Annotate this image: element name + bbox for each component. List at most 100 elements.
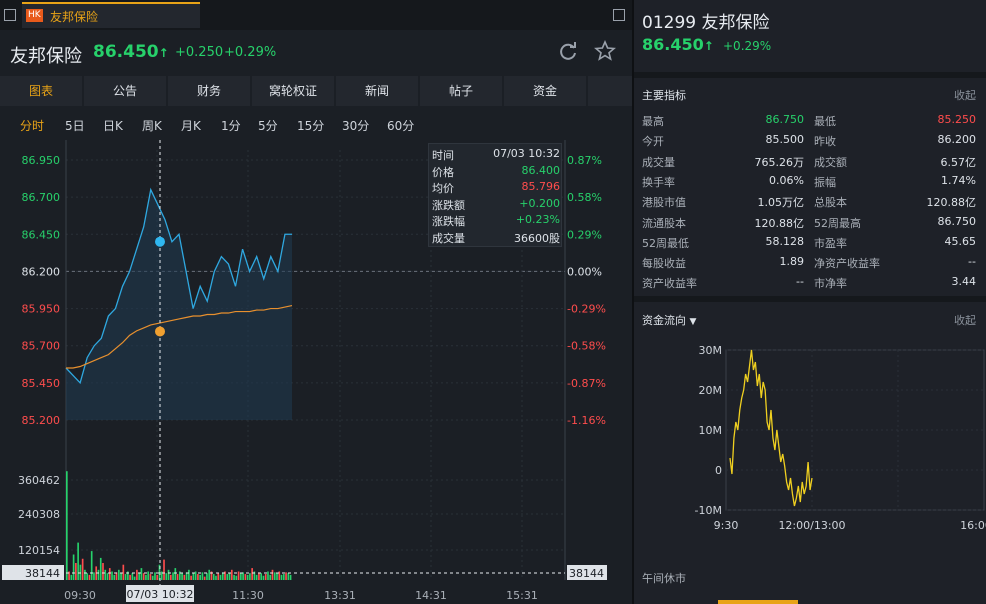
hk-badge: HK <box>26 9 43 22</box>
tooltip-row: 涨跌幅 +0.23% <box>432 213 560 229</box>
indicator-label: 市净率 <box>814 277 847 291</box>
price-tick-label: 86.450 <box>22 228 61 241</box>
indicator-value: -- <box>968 255 976 269</box>
fund-flow-title[interactable]: 资金流向 ▼ <box>642 312 696 328</box>
maximize-icon[interactable] <box>613 9 625 21</box>
fund-flow-collapse-button[interactable]: 收起 <box>954 314 976 327</box>
period-0[interactable]: 分时 <box>20 119 45 133</box>
volume-bar <box>201 572 204 580</box>
tooltip-key: 时间 <box>432 149 454 162</box>
nav-tab-3[interactable]: 窝轮权证 <box>252 76 334 106</box>
period-9[interactable]: 60分 <box>387 119 415 133</box>
stock-tab-label: 友邦保险 <box>50 10 99 24</box>
volume-bar <box>70 574 73 580</box>
nav-tab-more[interactable] <box>588 76 632 106</box>
volume-bar <box>124 574 127 580</box>
stock-tab[interactable]: HK 友邦保险 <box>22 2 200 28</box>
price-tick-label: 86.950 <box>22 154 61 167</box>
price-tick-label: 85.950 <box>22 303 61 316</box>
indicator-item: 52周最低 58.128 <box>642 235 804 251</box>
nav-tab-0[interactable]: 图表 <box>0 76 82 106</box>
indicator-item: 52周最高 86.750 <box>814 215 976 231</box>
scroll-indicator[interactable] <box>718 600 798 604</box>
period-4[interactable]: 月K <box>181 119 201 133</box>
indicator-item: 成交量 765.26万 <box>642 154 804 170</box>
indicator-value: 3.44 <box>951 275 977 289</box>
indicator-item: 今开 85.500 <box>642 133 804 149</box>
volume-bar <box>228 573 231 580</box>
indicator-label: 昨收 <box>814 135 836 149</box>
indicator-label: 52周最高 <box>814 216 861 230</box>
volume-bar <box>262 575 265 580</box>
average-line <box>66 305 293 369</box>
volume-bar <box>253 571 256 580</box>
nav-tab-4[interactable]: 新闻 <box>336 76 418 106</box>
indicator-item: 换手率 0.06% <box>642 174 804 190</box>
quote-detail-panel: 01299 友邦保险 86.450↑ +0.29% 主要指标 收起 最高 86.7… <box>634 0 986 604</box>
period-1[interactable]: 5日 <box>65 119 85 133</box>
tooltip-key: 涨跌幅 <box>432 215 465 228</box>
period-5[interactable]: 1分 <box>221 119 241 133</box>
flow-y-tick: 10M <box>699 424 723 437</box>
fund-flow-chart: 30M 20M 10M 0 -10M 9:30 12:00/13:00 16:00 <box>695 344 986 532</box>
quote-header: 友邦保险 86.450↑ +0.250 +0.29% <box>0 36 632 68</box>
volume-bar <box>145 574 147 580</box>
price-tick-label: 85.700 <box>22 340 61 353</box>
volume-bar <box>75 563 77 580</box>
detail-title: 01299 友邦保险 <box>642 8 770 33</box>
indicator-label: 市盈率 <box>814 236 847 250</box>
volume-bar <box>258 572 260 580</box>
tooltip-row: 均价 85.796 <box>432 180 560 196</box>
price-change-percent: +0.29% <box>224 45 277 60</box>
volume-bar <box>133 576 136 580</box>
pct-tick-label: 0.58% <box>567 191 602 204</box>
period-6[interactable]: 5分 <box>258 119 278 133</box>
indicator-value: 6.57亿 <box>940 155 977 169</box>
time-tick-label: 09:30 <box>64 589 96 602</box>
period-2[interactable]: 日K <box>103 119 123 133</box>
volume-cursor-label: 38144 <box>25 567 60 580</box>
volume-bar <box>181 573 183 580</box>
detail-last-price: 86.450 <box>642 35 704 54</box>
period-3[interactable]: 周K <box>142 119 162 133</box>
nav-tab-1[interactable]: 公告 <box>84 76 166 106</box>
volume-bar <box>117 569 120 580</box>
volume-bar <box>212 574 215 580</box>
volume-bar <box>86 573 88 580</box>
volume-bar <box>188 569 190 580</box>
tooltip-row: 涨跌额 +0.200 <box>432 197 560 213</box>
indicator-item: 港股市值 1.05万亿 <box>642 194 804 210</box>
volume-bar <box>151 575 154 580</box>
refresh-icon[interactable] <box>557 40 579 62</box>
tooltip-value: 07/03 10:32 <box>493 147 560 160</box>
volume-bar <box>102 563 104 580</box>
volume-bar <box>282 574 285 580</box>
indicator-value: 120.88亿 <box>754 216 805 230</box>
indicator-label: 成交量 <box>642 155 675 169</box>
volume-bar <box>165 573 168 580</box>
time-tick-label: 14:31 <box>415 589 447 602</box>
star-icon[interactable] <box>594 40 616 62</box>
indicators-collapse-button[interactable]: 收起 <box>954 89 976 102</box>
nav-tab-6[interactable]: 资金 <box>504 76 586 106</box>
nav-tab-5[interactable]: 帖子 <box>420 76 502 106</box>
nav-tab-2[interactable]: 财务 <box>168 76 250 106</box>
volume-bar <box>115 572 118 580</box>
indicator-label: 振幅 <box>814 175 836 189</box>
volume-tick-label: 360462 <box>18 474 60 487</box>
indicator-value: 0.06% <box>769 173 804 187</box>
tooltip-value: +0.200 <box>519 196 560 210</box>
window-layout-icon[interactable] <box>4 9 16 21</box>
volume-bar <box>169 574 172 580</box>
period-7[interactable]: 15分 <box>297 119 325 133</box>
flow-x-tick: 16:00 <box>960 519 986 532</box>
volume-bar <box>156 574 159 580</box>
volume-bar <box>174 568 177 580</box>
volume-bar <box>183 574 186 580</box>
volume-bar <box>149 574 152 580</box>
pct-tick-label: -0.29% <box>567 303 606 316</box>
indicator-item: 每股收益 1.89 <box>642 255 804 271</box>
time-cursor-label: 07/03 10:32 <box>127 588 194 601</box>
period-8[interactable]: 30分 <box>342 119 370 133</box>
time-tick-label: 11:30 <box>232 589 264 602</box>
